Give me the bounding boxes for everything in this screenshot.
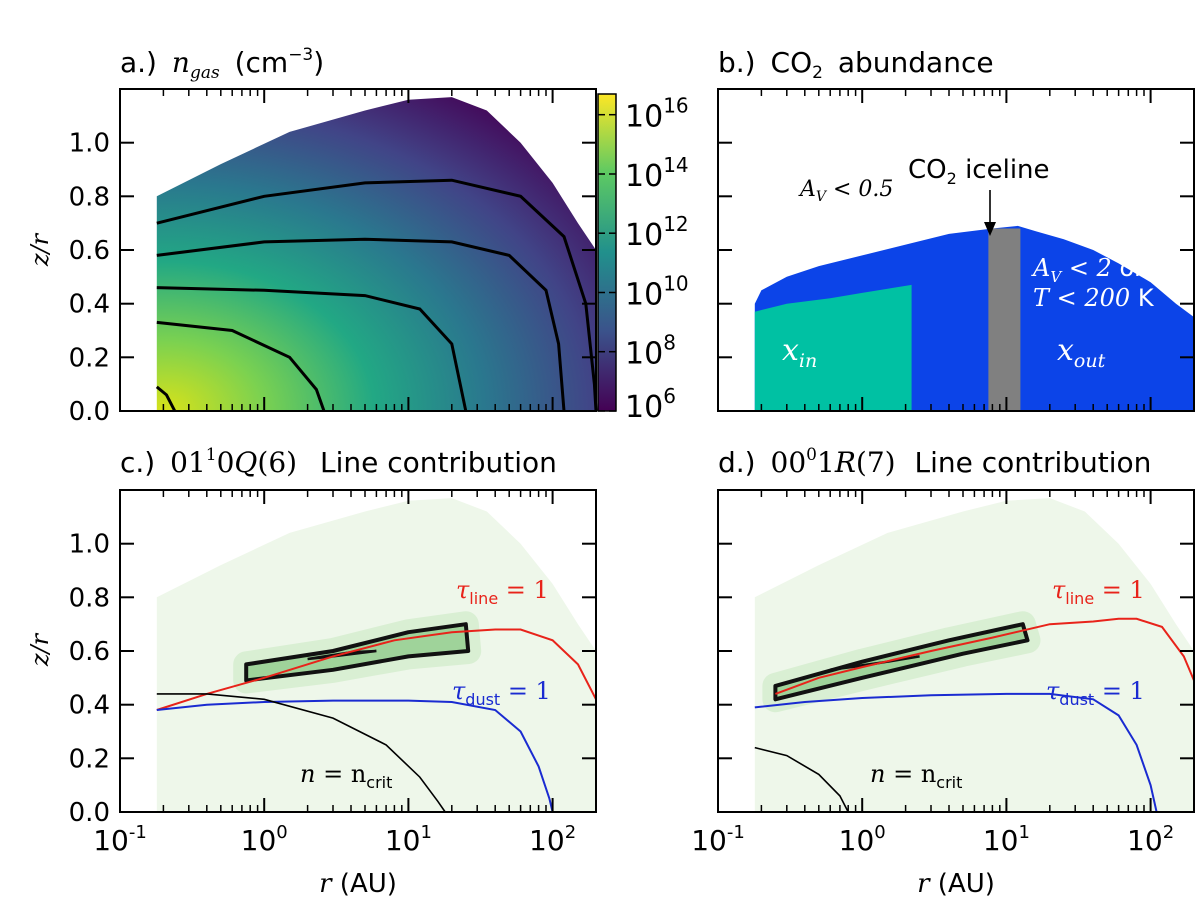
colorbar-label: 108: [625, 331, 676, 372]
series-tau-dust: [754, 692, 1158, 813]
panel-c-ncrit-label: n = ncrit: [300, 760, 392, 792]
panel-b-ticks: [717, 89, 1195, 412]
av-lt-half-label: AV < 0.5: [798, 177, 893, 205]
y-tick-label: 0.8: [69, 182, 110, 212]
series-tau-dust: [156, 699, 554, 813]
series-n-crit: [156, 693, 446, 813]
panel-d-ncrit-label: n = ncrit: [870, 760, 962, 792]
panel-d-xtick-labels: 10-1 100 101 102: [691, 822, 1174, 857]
series-tau-line: [775, 617, 1195, 695]
panel-a-ticks: [119, 89, 597, 412]
panel-d-xlabel: r (AU): [917, 869, 995, 899]
colorbar-label: 106: [625, 384, 676, 425]
y-tick-label: 1.0: [69, 530, 110, 560]
inner-abundance-region: [754, 284, 912, 411]
density-contour: [156, 237, 566, 412]
y-tick-label: 1.0: [69, 129, 110, 159]
panel-c: c.) 0110Q(6) Line contribution 0.0 0.2 0.4…: [26, 445, 597, 899]
panel-c-tau-dust-label: τdust = 1: [452, 677, 551, 709]
panel-d-ticks: [717, 490, 1195, 813]
co2-iceline-band: [988, 228, 1021, 411]
y-tick-label: 0.2: [69, 744, 110, 774]
series-tau-line: [156, 628, 597, 711]
y-tick-label: 0.0: [69, 397, 110, 427]
iceline-arrow: [984, 190, 996, 236]
panel-d-tau-dust-label: τdust = 1: [1046, 677, 1145, 709]
x-tick-label: 102: [1127, 822, 1174, 857]
y-tick-label: 0.6: [69, 236, 110, 266]
panel-c-xlabel: r (AU): [319, 869, 397, 899]
panel-b: b.) CO2 abundance AV < 0.5 CO2 iceline A…: [717, 46, 1195, 412]
panel-c-ylabel: z/r: [26, 632, 54, 667]
x-tick-label: 100: [839, 822, 886, 857]
x-in-label: xin: [782, 333, 817, 372]
colorbar-label: 1014: [625, 153, 689, 194]
panel-d: d.) 0001R(7) Line contribution 10-1 100 10…: [691, 445, 1195, 899]
density-field: [156, 97, 597, 411]
panel-d-title: d.) 0001R(7) Line contribution: [718, 445, 1151, 479]
density-contour: [156, 320, 326, 412]
panel-c-tau-line-label: τline = 1: [456, 576, 549, 608]
x-tick-label: 10-1: [93, 822, 147, 857]
colorbar-label: 1016: [625, 94, 689, 135]
panel-b-title: b.) CO2 abundance: [718, 46, 994, 85]
panel-c-xtick-labels: 10-1 100 101 102: [93, 822, 576, 857]
colorbar-labels: 1016 1014 1012 1010 108 106: [598, 94, 689, 425]
density-contour: [156, 286, 468, 412]
iceline-label: CO2 iceline: [908, 155, 1050, 188]
y-tick-label: 0.4: [69, 691, 110, 721]
panel-a-ylabel: z/r: [26, 232, 54, 267]
panel-c-ytick-labels: 0.0 0.2 0.4 0.6 0.8 1.0: [69, 530, 110, 828]
y-tick-label: 0.4: [69, 290, 110, 320]
colorbar: [598, 94, 616, 411]
panel-c-curves: [156, 628, 597, 813]
colorbar-label: 1012: [625, 212, 689, 253]
y-tick-label: 0.8: [69, 583, 110, 613]
y-tick-label: 0.2: [69, 343, 110, 373]
y-tick-label: 0.6: [69, 637, 110, 667]
contribution-core: [830, 655, 920, 672]
x-tick-label: 101: [385, 822, 432, 857]
x-out-label: xout: [1057, 333, 1106, 372]
x-tick-label: 10-1: [691, 822, 745, 857]
series-n-crit: [754, 746, 849, 813]
x-tick-label: 101: [983, 822, 1030, 857]
panel-c-title: c.) 0110Q(6) Line contribution: [120, 445, 557, 479]
x-tick-label: 100: [241, 822, 288, 857]
panel-a: a.) ngas (cm−3) 0.0 0.2 0.4 0.6 0.8 1.0 z/r 1…: [26, 45, 689, 427]
x-tick-label: 102: [529, 822, 576, 857]
condition-label-line2: T < 200 K: [1033, 284, 1155, 312]
y-tick-label: 0.0: [69, 798, 110, 828]
condition-label-line1: AV < 2 or: [1031, 254, 1144, 286]
panel-a-ytick-labels: 0.0 0.2 0.4 0.6 0.8 1.0: [69, 129, 110, 427]
panel-d-tau-line-label: τline = 1: [1052, 576, 1145, 608]
colorbar-label: 1010: [625, 272, 689, 313]
panel-d-curves: [754, 617, 1195, 813]
density-contour: [155, 385, 177, 412]
panel-a-title: a.) ngas (cm−3): [120, 45, 324, 85]
panel-c-ticks: [119, 490, 597, 813]
